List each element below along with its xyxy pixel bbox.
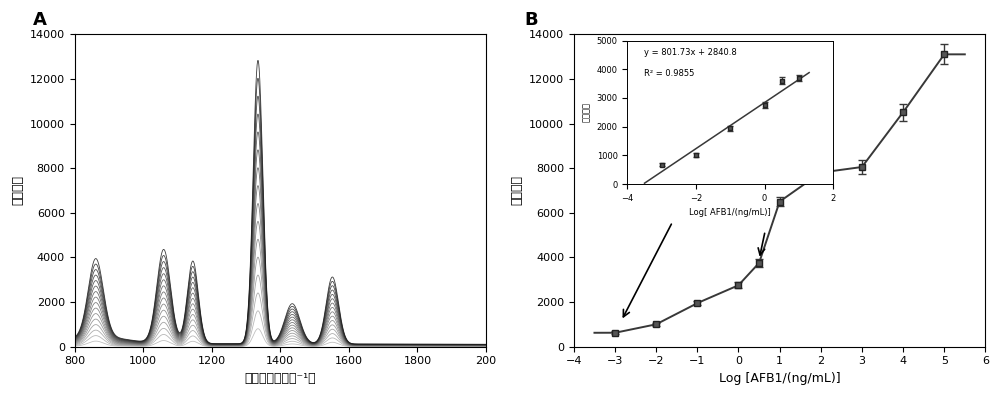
X-axis label: 拉曼位移（厘米⁻¹）: 拉曼位移（厘米⁻¹） bbox=[244, 372, 316, 385]
Text: A: A bbox=[33, 11, 47, 29]
Y-axis label: 拉曼强度: 拉曼强度 bbox=[11, 175, 24, 206]
X-axis label: Log [AFB1/(ng/mL)]: Log [AFB1/(ng/mL)] bbox=[719, 372, 840, 385]
Y-axis label: 拉曼强度: 拉曼强度 bbox=[510, 175, 523, 206]
Text: B: B bbox=[524, 11, 538, 29]
